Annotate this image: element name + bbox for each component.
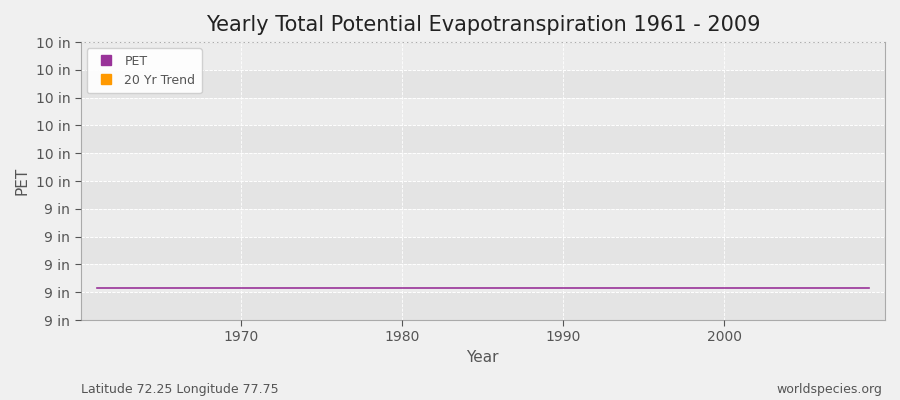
Bar [81,292,885,320]
Bar [81,209,885,237]
Bar [81,181,885,209]
Bar [81,126,885,153]
Title: Yearly Total Potential Evapotranspiration 1961 - 2009: Yearly Total Potential Evapotranspiratio… [205,15,760,35]
Bar [81,42,885,70]
Bar [81,153,885,181]
Text: Latitude 72.25 Longitude 77.75: Latitude 72.25 Longitude 77.75 [81,383,279,396]
Legend: PET, 20 Yr Trend: PET, 20 Yr Trend [86,48,202,93]
Bar [81,70,885,98]
X-axis label: Year: Year [466,350,499,365]
Bar [81,237,885,264]
Bar [81,98,885,126]
Y-axis label: PET: PET [15,167,30,195]
Bar [81,264,885,292]
Text: worldspecies.org: worldspecies.org [776,383,882,396]
